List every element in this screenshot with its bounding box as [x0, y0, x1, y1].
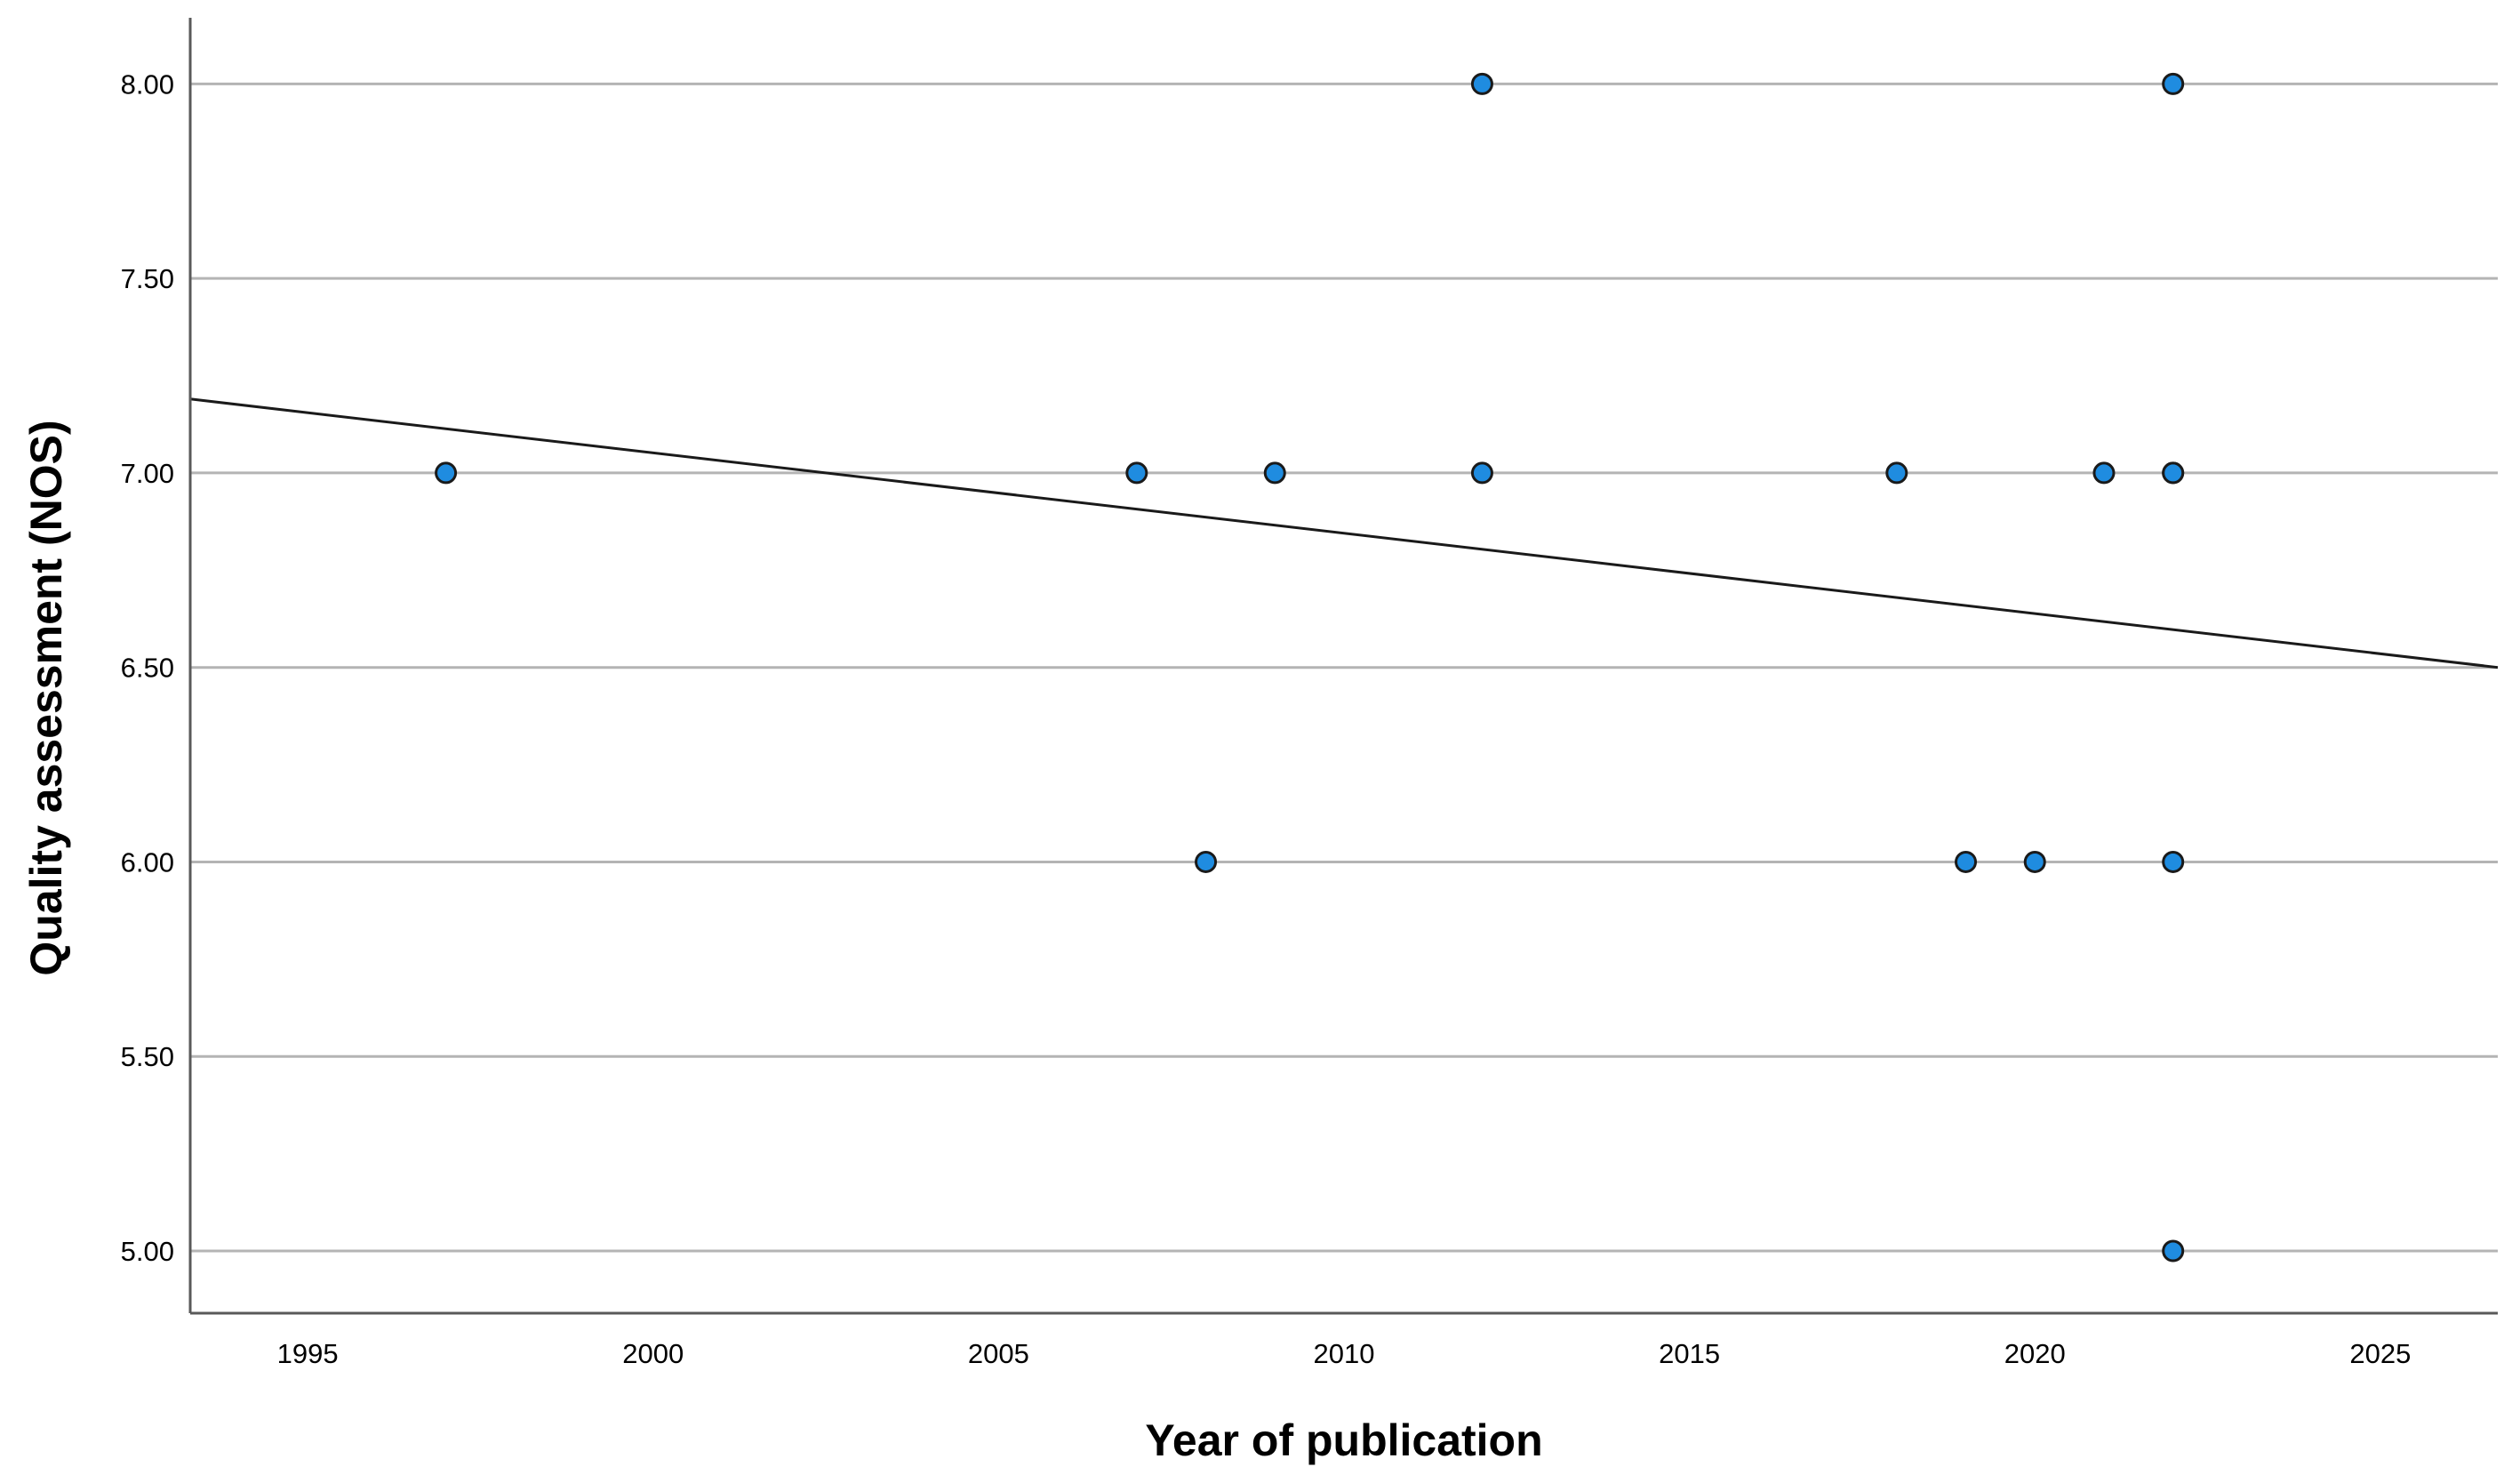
data-point — [2162, 850, 2185, 873]
data-point — [1195, 850, 1218, 873]
y-tick-label: 6.00 — [121, 846, 174, 878]
data-point — [1470, 72, 1493, 95]
data-point — [1125, 461, 1148, 485]
gridlines — [190, 82, 2498, 1253]
x-tick-label: 2000 — [622, 1338, 684, 1369]
y-tick-label: 7.50 — [121, 263, 174, 294]
data-point — [1470, 461, 1493, 485]
y-tick-label: 8.00 — [121, 68, 174, 100]
y-axis-title: Quality assessment (NOS) — [21, 420, 71, 975]
x-tick-label: 2020 — [2004, 1338, 2066, 1369]
y-tick-label: 5.50 — [121, 1041, 174, 1072]
data-point — [1885, 461, 1908, 485]
data-point — [435, 461, 458, 485]
data-point — [2162, 1239, 2185, 1263]
data-point — [2023, 850, 2046, 873]
y-tick-label: 7.00 — [121, 458, 174, 489]
data-point — [2092, 461, 2116, 485]
x-tick-label: 1995 — [277, 1338, 339, 1369]
x-tick-label: 2005 — [968, 1338, 1029, 1369]
y-tick-label: 5.00 — [121, 1236, 174, 1267]
data-points — [435, 72, 2185, 1263]
data-point — [2162, 72, 2185, 95]
x-axis-title: Year of publication — [1145, 1415, 1542, 1465]
data-point — [2162, 461, 2185, 485]
data-point — [1263, 461, 1286, 485]
fit-line — [189, 397, 2499, 669]
x-tick-label: 2025 — [2349, 1338, 2411, 1369]
data-point — [1955, 850, 1978, 873]
tick-labels: 5.00 5.50 6.00 6.50 7.00 7.50 8.00 1995 2000 2005… — [121, 68, 2412, 1369]
fit-line-layer — [189, 397, 2499, 669]
x-tick-label: 2010 — [1314, 1338, 1375, 1369]
x-tick-label: 2015 — [1659, 1338, 1720, 1369]
y-tick-label: 6.50 — [121, 653, 174, 684]
axes — [188, 18, 2498, 1315]
